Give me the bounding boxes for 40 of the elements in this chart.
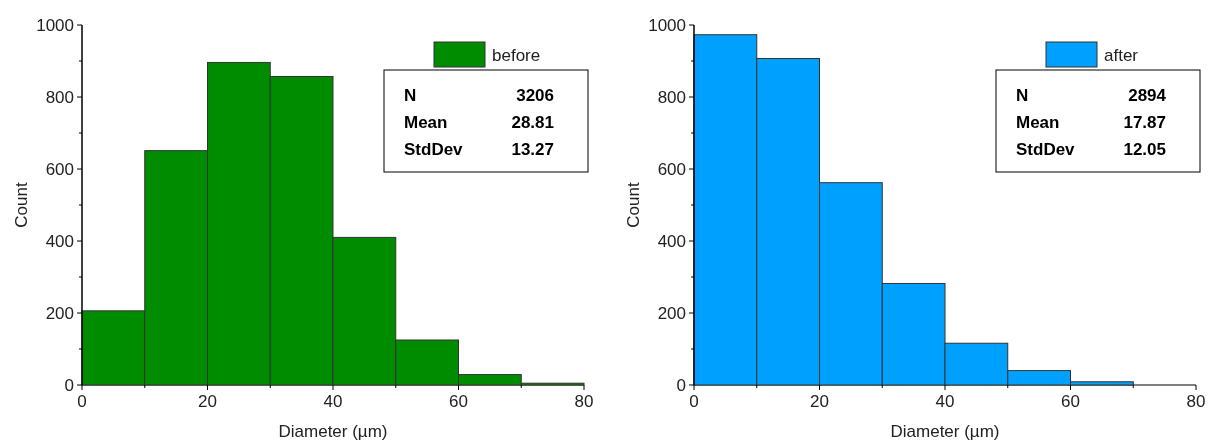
- y-tick-label: 600: [45, 159, 74, 179]
- y-tick-label: 400: [657, 231, 686, 251]
- annotation: StdDev: [404, 139, 464, 159]
- x-tick-label: 0: [77, 392, 87, 411]
- annotation: 28.81: [511, 112, 554, 132]
- annotation: 12.05: [1123, 139, 1166, 159]
- x-tick-label: 20: [198, 392, 217, 411]
- legend-label: after: [1104, 45, 1139, 65]
- y-tick-label: 600: [657, 159, 686, 179]
- annotation: N: [1016, 85, 1029, 105]
- y-tick-label: 1000: [648, 15, 686, 35]
- annotation: 13.27: [511, 139, 554, 159]
- y-tick-label: 1000: [36, 15, 74, 35]
- y-axis-title: Count: [624, 182, 643, 228]
- y-tick-label: 0: [676, 375, 686, 395]
- x-axis-title: Diameter (µm): [890, 422, 1000, 441]
- legend-label: before: [492, 45, 541, 65]
- x-tick-label: 0: [689, 392, 699, 411]
- y-tick-label: 400: [45, 231, 74, 251]
- x-tick-label: 60: [449, 392, 468, 411]
- y-axis-title: Count: [12, 182, 31, 228]
- x-tick-label: 60: [1061, 392, 1080, 411]
- y-tick-label: 0: [64, 375, 74, 395]
- x-tick-label: 80: [574, 392, 594, 411]
- annotation: N: [404, 85, 417, 105]
- y-tick-label: 800: [45, 87, 74, 107]
- annotation: 3206: [516, 85, 554, 105]
- x-tick-label: 40: [935, 392, 955, 411]
- x-axis-title: Diameter (µm): [278, 422, 388, 441]
- annotation: 2894: [1128, 85, 1167, 105]
- annotation: Mean: [1016, 112, 1060, 132]
- x-tick-label: 40: [323, 392, 343, 411]
- annotation: 17.87: [1123, 112, 1166, 132]
- annotation: StdDev: [1016, 139, 1076, 159]
- y-tick-label: 800: [657, 87, 686, 107]
- x-tick-label: 80: [1186, 392, 1206, 411]
- y-tick-label: 200: [657, 303, 686, 323]
- y-tick-label: 200: [45, 303, 74, 323]
- annotation: Mean: [404, 112, 448, 132]
- x-tick-label: 20: [810, 392, 829, 411]
